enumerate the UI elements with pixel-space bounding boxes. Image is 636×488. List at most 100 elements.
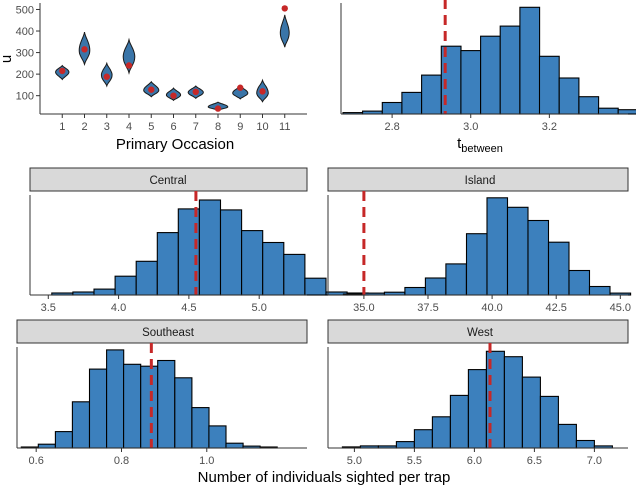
tbetween-x-axis: 2.8 3.0 3.2: [340, 3, 628, 133]
west-bar: [575, 439, 595, 449]
central-bar: [93, 288, 116, 296]
tbetween-bar: [401, 91, 423, 115]
central-x-tick-label: 5.0: [252, 302, 267, 314]
tbetween-x-tick-label: 2.8: [384, 121, 399, 133]
island-facet-panel: Island 35.0 37.5 40.0 42.5 45.0: [327, 167, 632, 314]
southeast-strip: [16, 319, 308, 344]
violin-point: [259, 88, 266, 95]
tbetween-bar: [480, 35, 501, 115]
violin-y-axis: 100 200 300 400 500: [16, 3, 41, 114]
west-x-tick-label: 6.0: [467, 455, 482, 467]
island-x-tick-label: 45.0: [610, 302, 631, 314]
tbetween-bar: [597, 107, 619, 115]
west-bar: [467, 369, 487, 449]
west-facet-panel: West 5.0 5.5 6.0 6.5 7.0: [327, 319, 629, 467]
island-x-tick-label: 37.5: [417, 302, 438, 314]
island-bar: [404, 286, 426, 296]
central-x-tick-label: 4.0: [111, 302, 126, 314]
central-bar: [114, 275, 137, 296]
violin-point: [81, 46, 88, 53]
tbetween-x-axis-title: tbetween: [457, 135, 503, 155]
west-bar: [431, 416, 451, 449]
violin-point: [214, 105, 222, 112]
southeast-bar: [208, 425, 227, 449]
island-bar: [547, 241, 570, 296]
tbetween-x-tick-label: 3.2: [542, 121, 557, 133]
violin-y-tick-label: 300: [16, 48, 34, 60]
west-x-tick-label: 6.5: [527, 455, 542, 467]
island-strip: [327, 167, 629, 192]
violin-x-tick-label: 6: [170, 121, 176, 133]
violin-x-tick-label: 5: [148, 121, 154, 133]
tbetween-bar: [519, 6, 541, 115]
southeast-bar: [225, 442, 244, 449]
central-bar: [262, 241, 285, 296]
facets-x-axis-title: Number of individuals sighted per trap: [198, 469, 451, 486]
island-bar: [588, 285, 611, 296]
island-bar: [424, 277, 447, 296]
tbetween-bar: [421, 74, 442, 115]
tbetween-bar: [381, 101, 403, 115]
violin-y-tick-label: 100: [16, 91, 34, 103]
violin-x-tick-label: 7: [193, 121, 199, 133]
central-bars: [51, 191, 369, 296]
central-bar: [283, 253, 306, 296]
violin-y-tick-label: 400: [16, 26, 34, 38]
southeast-x-tick-label: 0.6: [29, 455, 44, 467]
southeast-strip-label: Southeast: [142, 327, 195, 339]
violin-x-tick-label: 8: [215, 121, 221, 133]
island-bar: [568, 269, 591, 296]
central-facet-panel: Central 3.5 4.0 4.5 5.0: [29, 167, 369, 314]
island-bar: [506, 206, 529, 296]
violin-point: [281, 5, 288, 12]
violin-shape: [232, 85, 249, 100]
southeast-x-axis: 0.6 0.8 1.0: [16, 347, 307, 467]
west-strip: [327, 319, 629, 344]
tbetween-bar: [617, 109, 636, 115]
violin-point: [103, 73, 110, 80]
central-bar: [135, 260, 158, 296]
violin-x-tick-label: 9: [237, 121, 243, 133]
violin-point: [237, 84, 244, 91]
central-bar: [304, 277, 327, 296]
violin-point: [125, 62, 133, 69]
central-bar: [177, 208, 200, 296]
tbetween-bars: [342, 0, 636, 115]
island-x-tick-label: 35.0: [353, 302, 374, 314]
tbetween-x-tick-label: 3.0: [463, 121, 478, 133]
central-x-tick-label: 4.5: [181, 302, 196, 314]
tbetween-bar: [558, 77, 580, 115]
violin-plot-panel: 100 200 300 400 500 1 2 3 4 5 6 7 8 9 10 11 u Primary …: [0, 3, 307, 153]
violin-point: [59, 67, 66, 75]
violin-x-tick-label: 1: [59, 121, 65, 133]
west-bar: [449, 394, 469, 449]
west-x-tick-label: 5.5: [407, 455, 422, 467]
central-bar: [156, 232, 179, 296]
violin-x-tick-label: 2: [81, 121, 87, 133]
southeast-x-tick-label: 0.8: [114, 455, 129, 467]
island-x-axis: 35.0 37.5 40.0 42.5 45.0: [327, 195, 631, 314]
violin-x-axis: 1 2 3 4 5 6 7 8 9 10 11: [40, 113, 307, 133]
tbetween-bar: [499, 25, 521, 115]
west-x-axis: 5.0 5.5 6.0 6.5 7.0: [327, 347, 628, 467]
violin-point: [148, 86, 155, 93]
central-x-tick-label: 3.5: [41, 302, 56, 314]
west-bar: [539, 395, 559, 449]
central-bar: [198, 199, 222, 296]
west-bar: [413, 429, 433, 449]
tbetween-x-axis-title-main: t: [457, 135, 462, 152]
central-strip-label: Central: [149, 175, 186, 187]
southeast-bar: [106, 349, 125, 449]
violin-point: [192, 88, 199, 96]
west-bar: [503, 356, 523, 449]
tbetween-x-axis-title-subscript: between: [461, 143, 503, 155]
southeast-bar: [123, 363, 142, 449]
southeast-bars: [20, 343, 278, 449]
island-bar: [445, 263, 467, 296]
island-bar: [486, 197, 509, 296]
central-strip: [29, 167, 308, 192]
southeast-bar: [157, 359, 176, 449]
southeast-bar: [54, 431, 74, 449]
southeast-bar: [174, 377, 193, 449]
island-strip-label: Island: [465, 175, 496, 187]
